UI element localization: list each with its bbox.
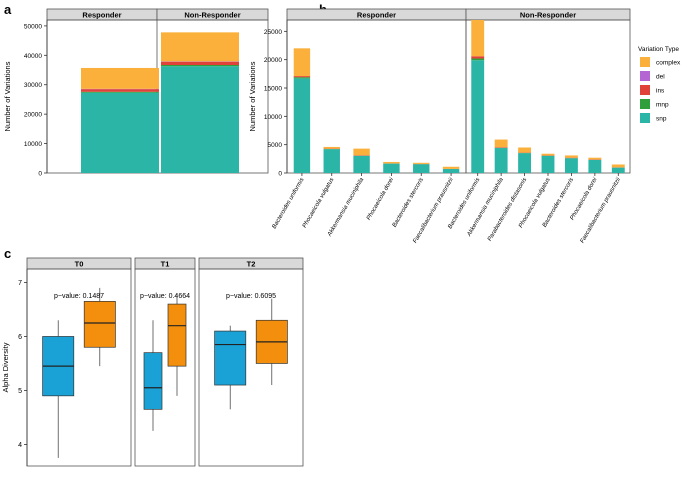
- bar-segment-snp: [611, 167, 625, 173]
- legend-swatch-mnp: [640, 99, 650, 109]
- p-value-label: p−value: 0.1487: [54, 293, 104, 300]
- x-tick-label: Akkermansia muciniphila: [326, 176, 365, 238]
- bar-segment-complex: [81, 67, 159, 89]
- facet-label: Responder: [357, 10, 396, 19]
- bar-segment-complex: [413, 162, 430, 164]
- x-tick-label: Bacteroides stercoris: [392, 177, 425, 229]
- y-tick-label: 30000: [24, 82, 42, 89]
- bar-segment-mnp: [293, 77, 311, 79]
- panel-frame: [134, 268, 196, 467]
- x-tick-label: Phocaeicola dorei: [366, 176, 395, 221]
- bar-segment-snp: [541, 156, 555, 173]
- panel-frame: [198, 268, 304, 467]
- bar-segment-complex: [611, 164, 625, 168]
- box-responder: [214, 330, 247, 386]
- y-axis-title: Number of Variations: [248, 61, 257, 131]
- facet-label: Non-Responder: [184, 10, 240, 19]
- y-tick-label: 6: [18, 334, 22, 341]
- y-tick-label: 10000: [264, 114, 282, 121]
- bar-segment-complex: [161, 32, 239, 62]
- legend-swatch-snp: [640, 113, 650, 123]
- bar-segment-snp: [161, 66, 239, 173]
- facet-label: Responder: [82, 10, 121, 19]
- bar-segment-snp: [471, 60, 485, 173]
- legend-swatch-ins: [640, 85, 650, 95]
- panel-label: c: [4, 246, 11, 261]
- facet-label: T2: [247, 259, 256, 268]
- bar-segment-complex: [518, 147, 532, 153]
- bar-segment-complex: [383, 161, 400, 164]
- y-axis-title: Number of Variations: [3, 61, 12, 131]
- bar-segment-snp: [588, 159, 602, 173]
- bar-segment-mnp: [81, 91, 159, 93]
- box-non-responder: [167, 303, 187, 367]
- bar-segment-snp: [442, 169, 460, 173]
- bar-segment-snp: [518, 153, 532, 173]
- y-tick-label: 40000: [24, 53, 42, 60]
- x-tick-label: Bacteroides uniformis: [272, 177, 306, 230]
- y-tick-label: 15000: [264, 86, 282, 93]
- bar-segment-ins: [161, 61, 239, 66]
- bar-segment-ins: [293, 76, 311, 78]
- x-tick-label: Faecalibacterium prausnitzii: [580, 176, 623, 244]
- bar-segment-snp: [494, 148, 508, 173]
- y-axis-title: Alpha Diversity: [1, 342, 10, 392]
- legend-item: ins: [656, 88, 665, 95]
- y-tick-label: 20000: [24, 112, 42, 119]
- legend-title: Variation Type: [638, 46, 679, 53]
- legend-item: complex: [656, 60, 681, 67]
- y-tick-label: 0: [278, 171, 282, 178]
- bar-segment-complex: [323, 146, 340, 149]
- bar-segment-complex: [564, 155, 578, 158]
- bar-segment-mnp: [161, 65, 239, 67]
- legend-item: mnp: [656, 102, 669, 109]
- legend-swatch-complex: [640, 57, 650, 67]
- y-tick-label: 10000: [24, 141, 42, 148]
- x-tick-label: Phocaeicola vulgatus: [302, 177, 336, 229]
- bar-segment-mnp: [471, 58, 485, 61]
- y-tick-label: 0: [38, 171, 42, 178]
- bar-segment-snp: [323, 149, 340, 173]
- box-non-responder: [83, 301, 116, 348]
- legend-swatch-del: [640, 71, 650, 81]
- p-value-label: p−value: 0.6095: [226, 293, 276, 300]
- y-tick-label: 5000: [268, 142, 283, 149]
- y-tick-label: 20000: [264, 57, 282, 64]
- facet-label: T1: [161, 259, 170, 268]
- y-tick-label: 50000: [24, 23, 42, 30]
- bar-segment-snp: [383, 163, 400, 173]
- bar-segment-snp: [81, 92, 159, 173]
- legend-item: del: [656, 74, 665, 81]
- panel-frame: [465, 19, 631, 174]
- panel-frame: [286, 19, 467, 174]
- y-tick-label: 5: [18, 388, 22, 395]
- bar-segment-ins: [494, 147, 508, 148]
- bar-segment-snp: [564, 158, 578, 173]
- bar-segment-complex: [588, 157, 602, 160]
- bar-segment-snp: [353, 156, 370, 173]
- bar-segment-complex: [471, 20, 485, 57]
- facet-label: T0: [75, 259, 84, 268]
- legend-item: snp: [656, 116, 667, 123]
- bar-segment-complex: [442, 166, 460, 169]
- bar-segment-complex: [353, 148, 370, 156]
- panel-label: a: [4, 2, 12, 17]
- y-tick-label: 25000: [264, 29, 282, 36]
- bar-segment-snp: [293, 78, 311, 173]
- bar-segment-snp: [413, 164, 430, 173]
- bar-segment-complex: [494, 139, 508, 148]
- bar-segment-ins: [81, 89, 159, 92]
- facet-label: Non-Responder: [520, 10, 576, 19]
- p-value-label: p−value: 0.4664: [140, 293, 190, 300]
- bar-segment-ins: [471, 56, 485, 59]
- bar-segment-complex: [293, 48, 311, 77]
- bar-segment-complex: [541, 153, 555, 156]
- y-tick-label: 4: [18, 442, 22, 449]
- box-responder: [143, 352, 163, 410]
- y-tick-label: 7: [18, 280, 22, 287]
